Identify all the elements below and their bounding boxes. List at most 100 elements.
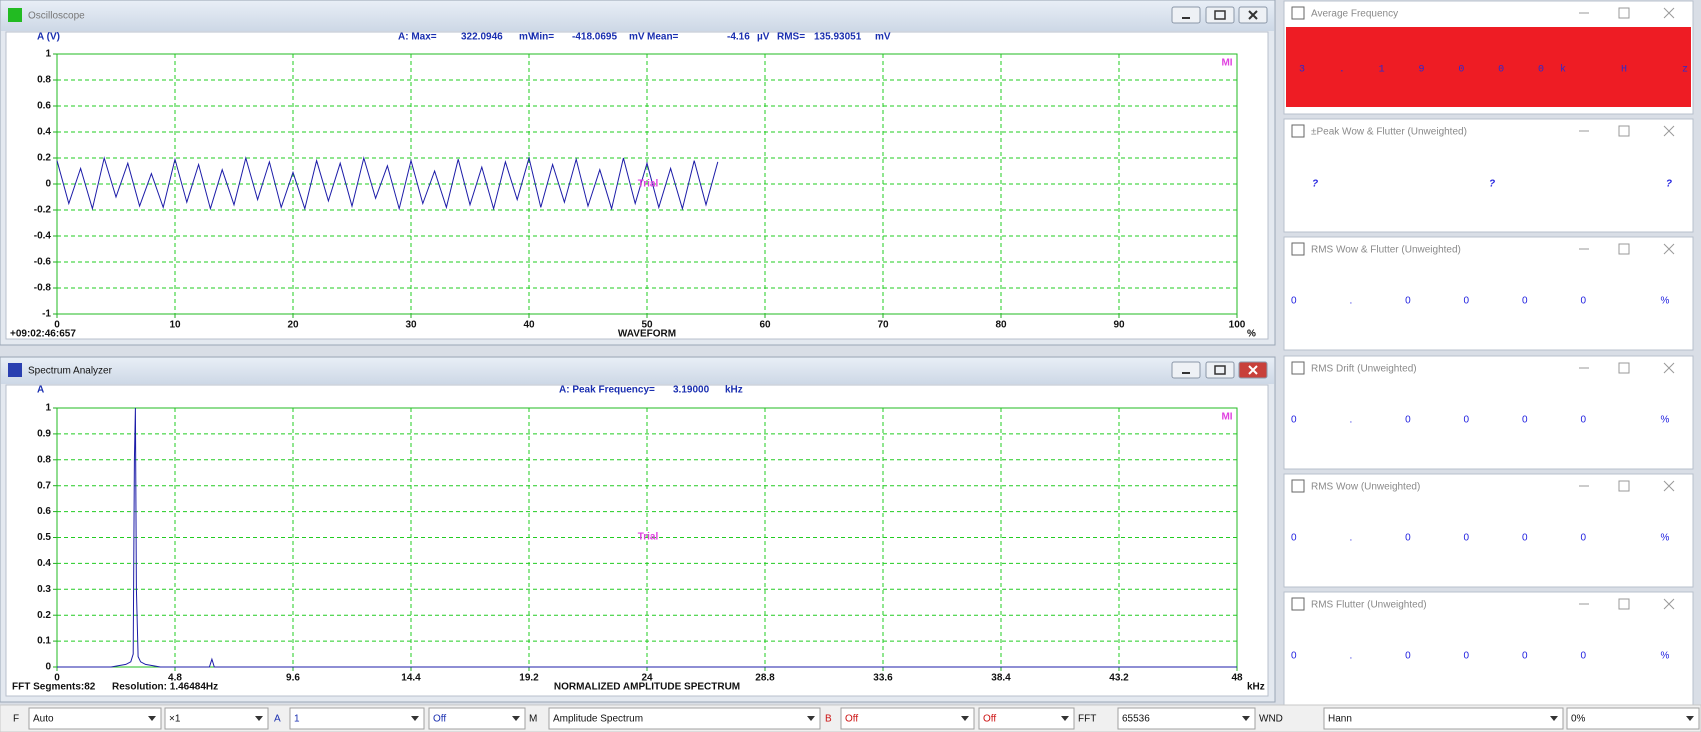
- toolbar-label: WND: [1259, 714, 1283, 725]
- plot-border: [56, 53, 1238, 315]
- dropdown[interactable]: [1566, 707, 1700, 730]
- x-tick-label: 80: [995, 320, 1007, 331]
- close-glyph[interactable]: [1663, 362, 1675, 374]
- dropdown-value: Off: [433, 714, 446, 725]
- meter-title: RMS Flutter (Unweighted): [1311, 600, 1427, 611]
- dropdown-arrow: [961, 716, 969, 721]
- meter-unit: %: [1661, 651, 1670, 662]
- stat-text: 135.93051: [814, 32, 862, 43]
- meter-title: Average Frequency: [1311, 9, 1398, 20]
- x-tick-label: 4.8: [168, 673, 182, 684]
- x-tick-label: 70: [877, 320, 889, 331]
- x-unit: %: [1247, 329, 1256, 340]
- dropdown-arrow: [1686, 716, 1694, 721]
- x-tick-label: 100: [1229, 320, 1246, 331]
- toolbar-label: M: [529, 714, 537, 725]
- y-tick-label: 0: [45, 179, 51, 190]
- data-line: [57, 407, 1237, 668]
- x-unit: kHz: [1247, 682, 1265, 693]
- close-glyph[interactable]: [1663, 7, 1675, 19]
- meter-icon: [1291, 124, 1305, 138]
- y-tick-label: 1: [45, 49, 51, 60]
- maximize-glyph[interactable]: [1618, 7, 1630, 19]
- meter-value: 3.19000: [1299, 65, 1544, 76]
- badge: MI: [1221, 58, 1232, 69]
- close-glyph[interactable]: [1663, 480, 1675, 492]
- x-tick-label: 0: [54, 673, 60, 684]
- meter-panel: [1283, 355, 1694, 470]
- dropdown-value: 1: [294, 714, 300, 725]
- badge: MI: [1221, 412, 1232, 423]
- dropdown-arrow: [1550, 716, 1558, 721]
- dropdown-arrow: [512, 716, 520, 721]
- meter-icon: [1291, 597, 1305, 611]
- toolbar-label: FFT: [1078, 714, 1096, 725]
- dropdown[interactable]: [1117, 707, 1256, 730]
- y-tick-label: 0.8: [37, 75, 51, 86]
- y-tick-label: 0.8: [37, 454, 51, 465]
- maximize-glyph[interactable]: [1618, 480, 1630, 492]
- maximize-glyph[interactable]: [1618, 243, 1630, 255]
- maximize-glyph: [1214, 10, 1226, 20]
- y-tick-label: 0.2: [37, 153, 51, 164]
- window-button[interactable]: [1171, 6, 1201, 24]
- title-bar: [1, 1, 1274, 31]
- dropdown[interactable]: [164, 707, 269, 730]
- x-axis-title: NORMALIZED AMPLITUDE SPECTRUM: [554, 682, 740, 693]
- footer-text: FFT Segments:82: [12, 682, 96, 693]
- meter-icon: [1291, 6, 1305, 20]
- meter-unit: %: [1661, 533, 1670, 544]
- chart-panel: [5, 31, 1269, 340]
- meter-unit: %: [1661, 296, 1670, 307]
- y-tick-label: 0.4: [37, 558, 51, 569]
- x-tick-label: 60: [759, 320, 771, 331]
- dropdown-value: Amplitude Spectrum: [553, 714, 643, 725]
- window-button[interactable]: [1205, 361, 1235, 379]
- y-axis-label: A: [37, 385, 44, 396]
- x-tick-label: 50: [641, 320, 653, 331]
- x-tick-label: 28.8: [755, 673, 775, 684]
- meter-panel: [1283, 236, 1694, 351]
- stat-text: A: Peak Frequency=: [559, 385, 655, 396]
- dropdown[interactable]: [978, 707, 1075, 730]
- window-button[interactable]: [1205, 6, 1235, 24]
- meter-alarm-bg: [1286, 27, 1691, 107]
- y-tick-label: 0.3: [37, 584, 51, 595]
- close-glyph: [1248, 10, 1258, 20]
- stat-text: -4.16: [727, 32, 750, 43]
- dropdown[interactable]: [840, 707, 975, 730]
- window-button[interactable]: [1171, 361, 1201, 379]
- toolbar-label: A: [274, 714, 281, 725]
- y-axis-label: A (V): [37, 32, 60, 43]
- stat-text: Min=: [531, 32, 554, 43]
- close-glyph[interactable]: [1663, 243, 1675, 255]
- y-tick-label: -0.8: [34, 283, 52, 294]
- dropdown[interactable]: [548, 707, 821, 730]
- maximize-glyph[interactable]: [1618, 125, 1630, 137]
- x-tick-label: 33.6: [873, 673, 893, 684]
- window-icon: [8, 8, 22, 22]
- dropdown[interactable]: [1323, 707, 1564, 730]
- y-tick-label: 0.6: [37, 101, 51, 112]
- y-tick-label: 0.4: [37, 127, 51, 138]
- dropdown[interactable]: [28, 707, 162, 730]
- dropdown[interactable]: [289, 707, 425, 730]
- maximize-glyph[interactable]: [1618, 598, 1630, 610]
- maximize-glyph[interactable]: [1618, 362, 1630, 374]
- meter-panel: [1283, 118, 1694, 233]
- dropdown[interactable]: [428, 707, 526, 730]
- y-tick-label: -0.2: [34, 205, 52, 216]
- close-glyph[interactable]: [1663, 598, 1675, 610]
- meter-panel: [1283, 473, 1694, 588]
- close-glyph[interactable]: [1663, 125, 1675, 137]
- x-tick-label: 24: [641, 673, 653, 684]
- y-tick-label: 1: [45, 403, 51, 414]
- meter-icon: [1291, 242, 1305, 256]
- dropdown-arrow: [1061, 716, 1069, 721]
- stat-text: mV: [629, 32, 645, 43]
- stat-text: 3.19000: [673, 385, 710, 396]
- y-tick-label: 0.9: [37, 429, 51, 440]
- x-tick-label: 0: [54, 320, 60, 331]
- stat-text: 322.0946: [461, 32, 503, 43]
- x-tick-label: 9.6: [286, 673, 300, 684]
